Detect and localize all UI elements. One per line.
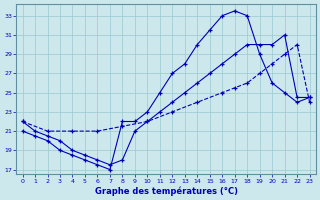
X-axis label: Graphe des températures (°C): Graphe des températures (°C): [95, 186, 237, 196]
